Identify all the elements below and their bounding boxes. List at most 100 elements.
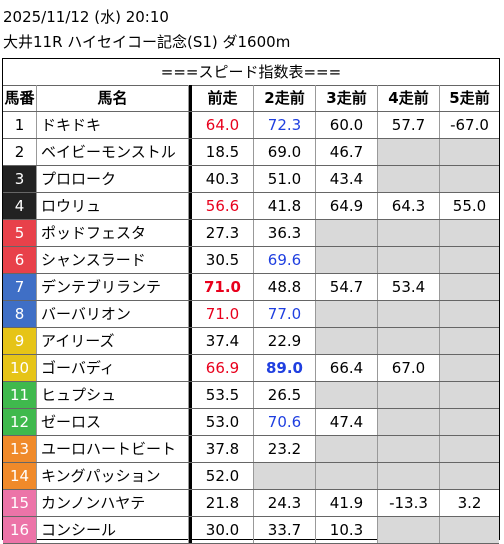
table-row: 13 ユーロハートビート 37.8 23.2 (3, 436, 499, 463)
horse-number: 9 (3, 328, 37, 354)
horse-name: シャンスラード (37, 247, 189, 273)
index-3rd (316, 301, 378, 327)
index-4th (378, 463, 440, 489)
index-last: 37.4 (189, 328, 254, 354)
horse-number: 2 (3, 139, 37, 165)
index-last: 30.5 (189, 247, 254, 273)
index-2nd: 70.6 (254, 409, 316, 435)
index-last: 53.5 (189, 382, 254, 408)
index-4th (378, 517, 440, 543)
index-4th (378, 436, 440, 462)
horse-number: 16 (3, 517, 37, 543)
table-row: 14 キングパッション 52.0 (3, 463, 499, 490)
index-2nd: 24.3 (254, 490, 316, 516)
horse-number: 13 (3, 436, 37, 462)
horse-name: ロウリュ (37, 193, 189, 219)
table-row: 11 ヒュプシュ 53.5 26.5 (3, 382, 499, 409)
col-header-name: 馬名 (37, 85, 189, 111)
index-2nd: 41.8 (254, 193, 316, 219)
index-4th (378, 382, 440, 408)
index-3rd: 64.9 (316, 193, 378, 219)
table-row: 3 プロローク 40.3 51.0 43.4 (3, 166, 499, 193)
index-5th (440, 247, 499, 273)
index-last: 18.5 (189, 139, 254, 165)
index-4th (378, 166, 440, 192)
table-row: 7 デンテブリランテ 71.0 48.8 54.7 53.4 (3, 274, 499, 301)
index-2nd: 26.5 (254, 382, 316, 408)
index-2nd: 89.0 (254, 355, 316, 381)
index-3rd (316, 247, 378, 273)
index-2nd: 22.9 (254, 328, 316, 354)
index-last: 21.8 (189, 490, 254, 516)
index-last: 71.0 (189, 274, 254, 300)
index-3rd (316, 382, 378, 408)
table-row: 5 ポッドフェスタ 27.3 36.3 (3, 220, 499, 247)
index-5th: 3.2 (457, 494, 482, 512)
table-row: 9 アイリーズ 37.4 22.9 (3, 328, 499, 355)
index-4th: 57.7 (378, 112, 440, 138)
index-3rd: 60.0 (316, 112, 378, 138)
index-4th (378, 247, 440, 273)
index-2nd: 23.2 (254, 436, 316, 462)
horse-name: ベイビーモンストル (37, 139, 189, 165)
index-5th: 55.0 (452, 197, 487, 215)
speed-index-table: ===スピード指数表=== 馬番 馬名 前走 2走前 3走前 4走前 5走前 1… (2, 58, 500, 544)
horse-number: 4 (3, 193, 37, 219)
horse-name: バーバリオン (37, 301, 189, 327)
index-last: 64.0 (189, 112, 254, 138)
col-header-4th: 4走前 (378, 85, 440, 111)
col-header-2nd: 2走前 (254, 85, 316, 111)
index-3rd: 10.3 (316, 517, 378, 543)
col-header-5th: 5走前 (449, 89, 490, 107)
table-row: 10 ゴーバディ 66.9 89.0 66.4 67.0 (3, 355, 499, 382)
index-2nd: 36.3 (254, 220, 316, 246)
table-banner: ===スピード指数表=== (3, 59, 499, 86)
table-header-row: 馬番 馬名 前走 2走前 3走前 4走前 5走前 (3, 85, 499, 112)
horse-name: ユーロハートビート (37, 436, 189, 462)
index-5th (440, 301, 499, 327)
index-3rd (316, 463, 378, 489)
horse-name: ゼーロス (37, 409, 189, 435)
horse-number: 6 (3, 247, 37, 273)
horse-name: キングパッション (37, 463, 189, 489)
index-3rd: 41.9 (316, 490, 378, 516)
index-last: 30.0 (189, 517, 254, 543)
index-last: 53.0 (189, 409, 254, 435)
index-4th: 64.3 (378, 193, 440, 219)
table-row: 2 ベイビーモンストル 18.5 69.0 46.7 (3, 139, 499, 166)
index-last: 56.6 (189, 193, 254, 219)
horse-name: プロローク (37, 166, 189, 192)
index-5th: -67.0 (450, 116, 489, 134)
horse-name: ゴーバディ (37, 355, 189, 381)
horse-number: 3 (3, 166, 37, 192)
index-last: 71.0 (189, 301, 254, 327)
index-3rd: 66.4 (316, 355, 378, 381)
index-2nd: 48.8 (254, 274, 316, 300)
horse-name: カンノンハヤテ (37, 490, 189, 516)
table-row: 8 バーバリオン 71.0 77.0 (3, 301, 499, 328)
table-row: 1 ドキドキ 64.0 72.3 60.0 57.7 -67.0 (3, 112, 499, 139)
horse-number: 11 (3, 382, 37, 408)
col-header-number: 馬番 (3, 85, 37, 111)
index-2nd: 69.6 (254, 247, 316, 273)
index-last: 37.8 (189, 436, 254, 462)
horse-name: コンシール (37, 517, 189, 543)
index-5th (440, 463, 499, 489)
index-5th (440, 409, 499, 435)
index-last: 52.0 (189, 463, 254, 489)
index-last: 66.9 (189, 355, 254, 381)
table-row: 6 シャンスラード 30.5 69.6 (3, 247, 499, 274)
horse-number: 1 (3, 112, 37, 138)
index-3rd: 47.4 (316, 409, 378, 435)
index-4th (378, 139, 440, 165)
horse-number: 15 (3, 490, 37, 516)
index-4th (378, 409, 440, 435)
col-header-3rd: 3走前 (316, 85, 378, 111)
horse-name: ドキドキ (37, 112, 189, 138)
race-title: 大井11R ハイセイコー記念(S1) ダ1600m (3, 33, 291, 51)
index-5th (440, 166, 499, 192)
index-2nd: 33.7 (254, 517, 316, 543)
index-3rd: 43.4 (316, 166, 378, 192)
index-4th (378, 328, 440, 354)
index-4th: -13.3 (378, 490, 440, 516)
